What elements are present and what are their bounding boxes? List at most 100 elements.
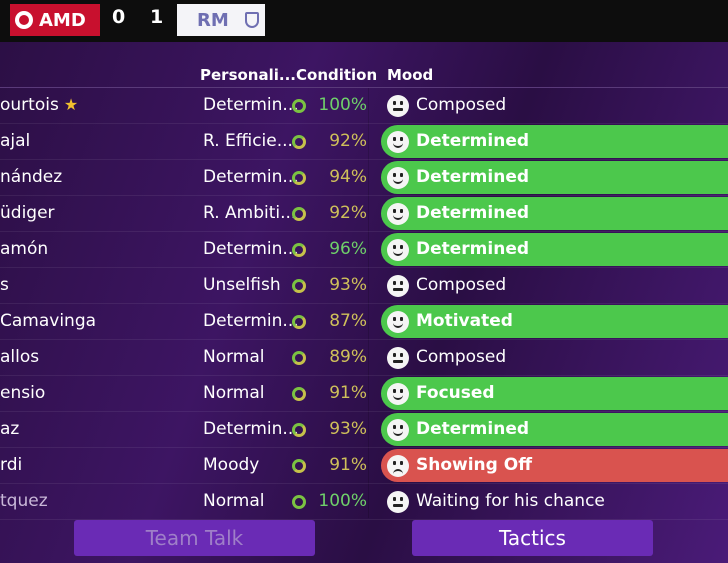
table-row[interactable]: nández Determin... 94% Determined (0, 160, 728, 196)
player-name[interactable]: tquez (0, 491, 48, 511)
condition-ring-icon (292, 99, 306, 113)
mood-highlight (381, 161, 728, 194)
condition-cell: 92% (329, 203, 367, 223)
table-row[interactable]: allos Normal 89% Composed (0, 340, 728, 376)
header-condition[interactable]: Condition (296, 66, 378, 84)
team-talk-button[interactable]: Team Talk (74, 520, 315, 556)
player-name[interactable]: ourtois ★ (0, 95, 78, 115)
happy-face-icon (387, 131, 409, 153)
condition-cell: 100% (318, 95, 367, 115)
player-name[interactable]: allos (0, 347, 39, 367)
player-name-text: nández (0, 167, 63, 187)
happy-face-icon (387, 167, 409, 189)
table-row[interactable]: ajal R. Efficie... 92% Determined (0, 124, 728, 160)
tactics-button[interactable]: Tactics (412, 520, 653, 556)
personality-cell: Determin... (203, 167, 299, 187)
club-crest-icon (15, 11, 33, 29)
mood-highlight (381, 233, 728, 266)
personality-cell: Determin... (203, 239, 299, 259)
condition-ring-icon (292, 459, 306, 473)
table-row[interactable]: s Unselfish 93% Composed (0, 268, 728, 304)
personality-cell: Determin... (203, 419, 299, 439)
personality-cell: Normal (203, 491, 265, 511)
mood-cell: Determined (416, 131, 530, 151)
player-name[interactable]: ensio (0, 383, 45, 403)
table-row[interactable]: amón Determin... 96% Determined (0, 232, 728, 268)
condition-cell: 87% (329, 311, 367, 331)
away-team-badge: RM (177, 4, 265, 36)
happy-face-icon (387, 311, 409, 333)
mood-highlight (381, 125, 728, 158)
player-name[interactable]: rdi (0, 455, 22, 475)
table-row[interactable]: az Determin... 93% Determined (0, 412, 728, 448)
home-team-badge: AMD (10, 4, 100, 36)
mood-highlight (381, 449, 728, 482)
neutral-face-icon (387, 95, 409, 117)
personality-cell: R. Ambiti... (203, 203, 297, 223)
column-divider (368, 88, 369, 518)
mood-cell: Composed (416, 275, 507, 295)
condition-cell: 96% (329, 239, 367, 259)
player-name-text: tquez (0, 491, 48, 511)
condition-cell: 91% (329, 383, 367, 403)
mood-cell: Showing Off (416, 455, 532, 475)
personality-cell: Moody (203, 455, 260, 475)
personality-cell: Determin... (203, 95, 299, 115)
table-row[interactable]: üdiger R. Ambiti... 92% Determined (0, 196, 728, 232)
player-name-text: allos (0, 347, 40, 367)
personality-cell: R. Efficie... (203, 131, 293, 151)
table-row[interactable]: rdi Moody 91% Showing Off (0, 448, 728, 484)
mood-cell: Focused (416, 383, 495, 403)
condition-cell: 92% (329, 131, 367, 151)
table-row[interactable]: ourtois ★ Determin... 100% Composed (0, 88, 728, 124)
player-name[interactable]: Camavinga (0, 311, 96, 331)
mood-highlight (381, 305, 728, 338)
mood-cell: Waiting for his chance (416, 491, 605, 511)
footer-bar: Team Talk Tactics (0, 517, 728, 563)
condition-cell: 91% (329, 455, 367, 475)
condition-ring-icon (292, 387, 306, 401)
personality-cell: Unselfish (203, 275, 281, 295)
condition-ring-icon (292, 207, 306, 221)
table-row[interactable]: ensio Normal 91% Focused (0, 376, 728, 412)
player-name-text: amón (0, 239, 49, 259)
happy-face-icon (387, 203, 409, 225)
away-score: 1 (150, 6, 164, 28)
player-name-text: az (0, 419, 20, 439)
home-score: 0 (112, 6, 126, 28)
player-name[interactable]: amón (0, 239, 48, 259)
away-team-abbr: RM (197, 9, 229, 31)
table-row[interactable]: Camavinga Determin... 87% Motivated (0, 304, 728, 340)
player-name[interactable]: az (0, 419, 19, 439)
mood-cell: Determined (416, 203, 530, 223)
header-mood[interactable]: Mood (387, 66, 434, 84)
player-name-text: ensio (0, 383, 46, 403)
mood-cell: Motivated (416, 311, 513, 331)
condition-cell: 89% (329, 347, 367, 367)
condition-cell: 94% (329, 167, 367, 187)
mood-cell: Composed (416, 95, 507, 115)
condition-ring-icon (292, 495, 306, 509)
player-name[interactable]: s (0, 275, 9, 295)
player-name-text: s (0, 275, 9, 295)
player-name[interactable]: üdiger (0, 203, 55, 223)
player-name[interactable]: nández (0, 167, 62, 187)
sad-face-icon (387, 455, 409, 477)
condition-ring-icon (292, 279, 306, 293)
player-name-text: Camavinga (0, 311, 97, 331)
condition-cell: 93% (329, 419, 367, 439)
home-team-abbr: AMD (39, 9, 86, 31)
player-name-text: ajal (0, 131, 31, 151)
player-name-text: ourtois (0, 95, 59, 115)
player-name-text: üdiger (0, 203, 55, 223)
personality-cell: Normal (203, 383, 265, 403)
mood-highlight (381, 197, 728, 230)
club-shield-icon (244, 12, 259, 28)
condition-cell: 100% (318, 491, 367, 511)
condition-ring-icon (292, 351, 306, 365)
table-row[interactable]: tquez Normal 100% Waiting for his chance (0, 484, 728, 520)
mood-highlight (381, 377, 728, 410)
neutral-face-icon (387, 347, 409, 369)
player-name[interactable]: ajal (0, 131, 30, 151)
header-personality[interactable]: Personali... (200, 66, 296, 84)
